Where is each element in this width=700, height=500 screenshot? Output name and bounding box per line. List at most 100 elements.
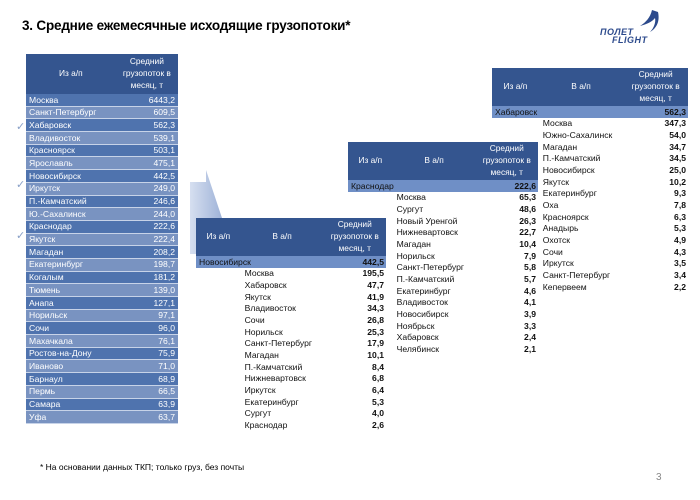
blank-cell: [492, 141, 539, 153]
value-cell: 4,1: [524, 297, 536, 308]
value-cell: 249,0: [115, 182, 178, 196]
column-header-avg: Средний грузопоток в месяц, т: [115, 54, 178, 94]
table-row: Сургут 48,6: [348, 203, 538, 215]
main-outflow-table: Из а/п Средний грузопоток в месяц, т Мос…: [26, 54, 178, 424]
table-row: Новосибирск 25,0: [492, 164, 688, 176]
origin-city: Хабаровск: [492, 106, 624, 118]
destination-cell: Магадан: [542, 141, 578, 152]
value-cell: 4,6: [524, 285, 536, 296]
blank-cell: [348, 203, 393, 215]
check-mark-icon: ✓: [16, 230, 26, 242]
company-logo: ПОЛЕТ FLIGHT: [600, 8, 672, 45]
destination-cell: Магадан: [244, 350, 279, 361]
footnote: * На основании данных ТКП; только груз, …: [40, 462, 245, 472]
city-cell: Краснодар: [26, 220, 116, 234]
table-row: Магадан 34,7: [492, 141, 688, 153]
value-cell: 47,7: [367, 279, 384, 290]
destination-cell: Оха: [542, 200, 559, 211]
city-cell: Самара: [26, 398, 116, 412]
novosibirsk-destinations-table: Из а/п В а/п Средний грузопоток в месяц, т…: [196, 218, 386, 431]
blank-cell: [348, 238, 393, 250]
table-row: Екатеринбург 4,6: [348, 285, 538, 297]
origin-value: 562,3: [623, 106, 688, 118]
table-row: Магадан 208,2: [26, 245, 178, 259]
table-row: Ростов-на-Дону 75,9: [26, 347, 178, 361]
value-cell: 246,6: [115, 195, 178, 209]
column-header-to: В а/п: [240, 218, 324, 256]
city-cell: Уфа: [26, 410, 116, 424]
check-mark-icon: ✓: [16, 121, 26, 133]
destination-cell: Владивосток: [244, 303, 296, 314]
value-cell: 222,4: [115, 233, 178, 247]
destination-cell: Иркутск: [244, 385, 276, 396]
value-cell: 63,7: [115, 410, 178, 424]
destination-cell: Хабаровск: [396, 332, 439, 343]
value-cell: 26,3: [519, 215, 536, 226]
destination-cell: Магадан: [396, 238, 431, 249]
blank-cell: [348, 309, 393, 321]
city-cell: Норильск: [26, 309, 116, 323]
destination-cell: Челябинск: [396, 344, 440, 355]
city-cell: Сочи: [26, 321, 116, 336]
destination-cell: Москва: [396, 192, 426, 203]
blank-cell: [492, 200, 539, 212]
city-cell: Ростов-на-Дону: [26, 347, 116, 361]
city-cell: Екатеринбург: [26, 258, 116, 272]
table-row: П.-Камчатский 8,4: [196, 361, 386, 373]
check-mark-icon: ✓: [16, 179, 26, 191]
value-cell: 3,9: [524, 309, 536, 320]
value-cell: 139,0: [115, 283, 178, 297]
value-cell: 6,8: [372, 373, 384, 384]
value-cell: 7,9: [524, 250, 536, 261]
value-cell: 41,9: [367, 291, 384, 302]
blank-cell: [492, 223, 539, 235]
blank-cell: [492, 270, 539, 282]
table-row: Якутск 41,9: [196, 291, 386, 303]
value-cell: 7,8: [674, 200, 686, 211]
bird-logo-icon: [640, 10, 659, 32]
blank-cell: [348, 344, 393, 356]
table-row: Краснодар 2,6: [196, 420, 386, 432]
destination-cell: Нижневартовск: [244, 373, 306, 384]
table-row: Хабаровск 2,4: [348, 332, 538, 344]
city-cell: Анапа: [26, 296, 116, 310]
table-row: Норильск 97,1: [26, 309, 178, 323]
value-cell: 2,4: [524, 332, 536, 343]
table-row: Хабаровск 47,7: [196, 279, 386, 291]
value-cell: 75,9: [115, 347, 178, 361]
table-row: Анапа 127,1: [26, 296, 178, 310]
destination-cell: Москва: [542, 118, 573, 129]
column-header-from: Из а/п: [492, 68, 539, 106]
blank-cell: [196, 268, 241, 280]
value-cell: 6,4: [372, 385, 384, 396]
value-cell: 2,1: [524, 344, 536, 355]
destination-cell: П.-Камчатский: [396, 274, 455, 285]
value-cell: 25,0: [669, 164, 686, 175]
table-row: Москва 6443,2: [26, 94, 178, 107]
value-cell: 3,5: [674, 258, 686, 269]
blank-cell: [492, 153, 539, 165]
value-cell: 76,1: [115, 334, 178, 348]
value-cell: 66,5: [115, 385, 178, 399]
value-cell: 71,0: [115, 359, 178, 374]
value-cell: 2,6: [372, 420, 384, 431]
value-cell: 347,3: [664, 118, 686, 129]
value-cell: 63,9: [115, 398, 178, 412]
blank-cell: [348, 297, 393, 309]
table-row: Иваново 71,0: [26, 359, 178, 374]
value-cell: 4,3: [674, 246, 686, 257]
blank-cell: [348, 192, 393, 204]
column-header-from: Из а/п: [196, 218, 241, 256]
table-row: Магадан 10,1: [196, 350, 386, 362]
blank-cell: [348, 285, 393, 297]
table-row: Якутск 222,4: [26, 233, 178, 247]
city-cell: Санкт-Петербург: [26, 106, 116, 120]
origin-row: Новосибирск 442,5: [196, 256, 386, 268]
table-row: Новосибирск 442,5: [26, 169, 178, 183]
table-row: Москва 65,3: [348, 192, 538, 204]
destination-cell: Нижневартовск: [396, 227, 458, 238]
origin-value: 222,6: [475, 180, 538, 192]
city-cell: Когалым: [26, 271, 116, 285]
origin-city: Краснодар: [348, 180, 476, 192]
column-header-to: В а/п: [392, 142, 476, 180]
